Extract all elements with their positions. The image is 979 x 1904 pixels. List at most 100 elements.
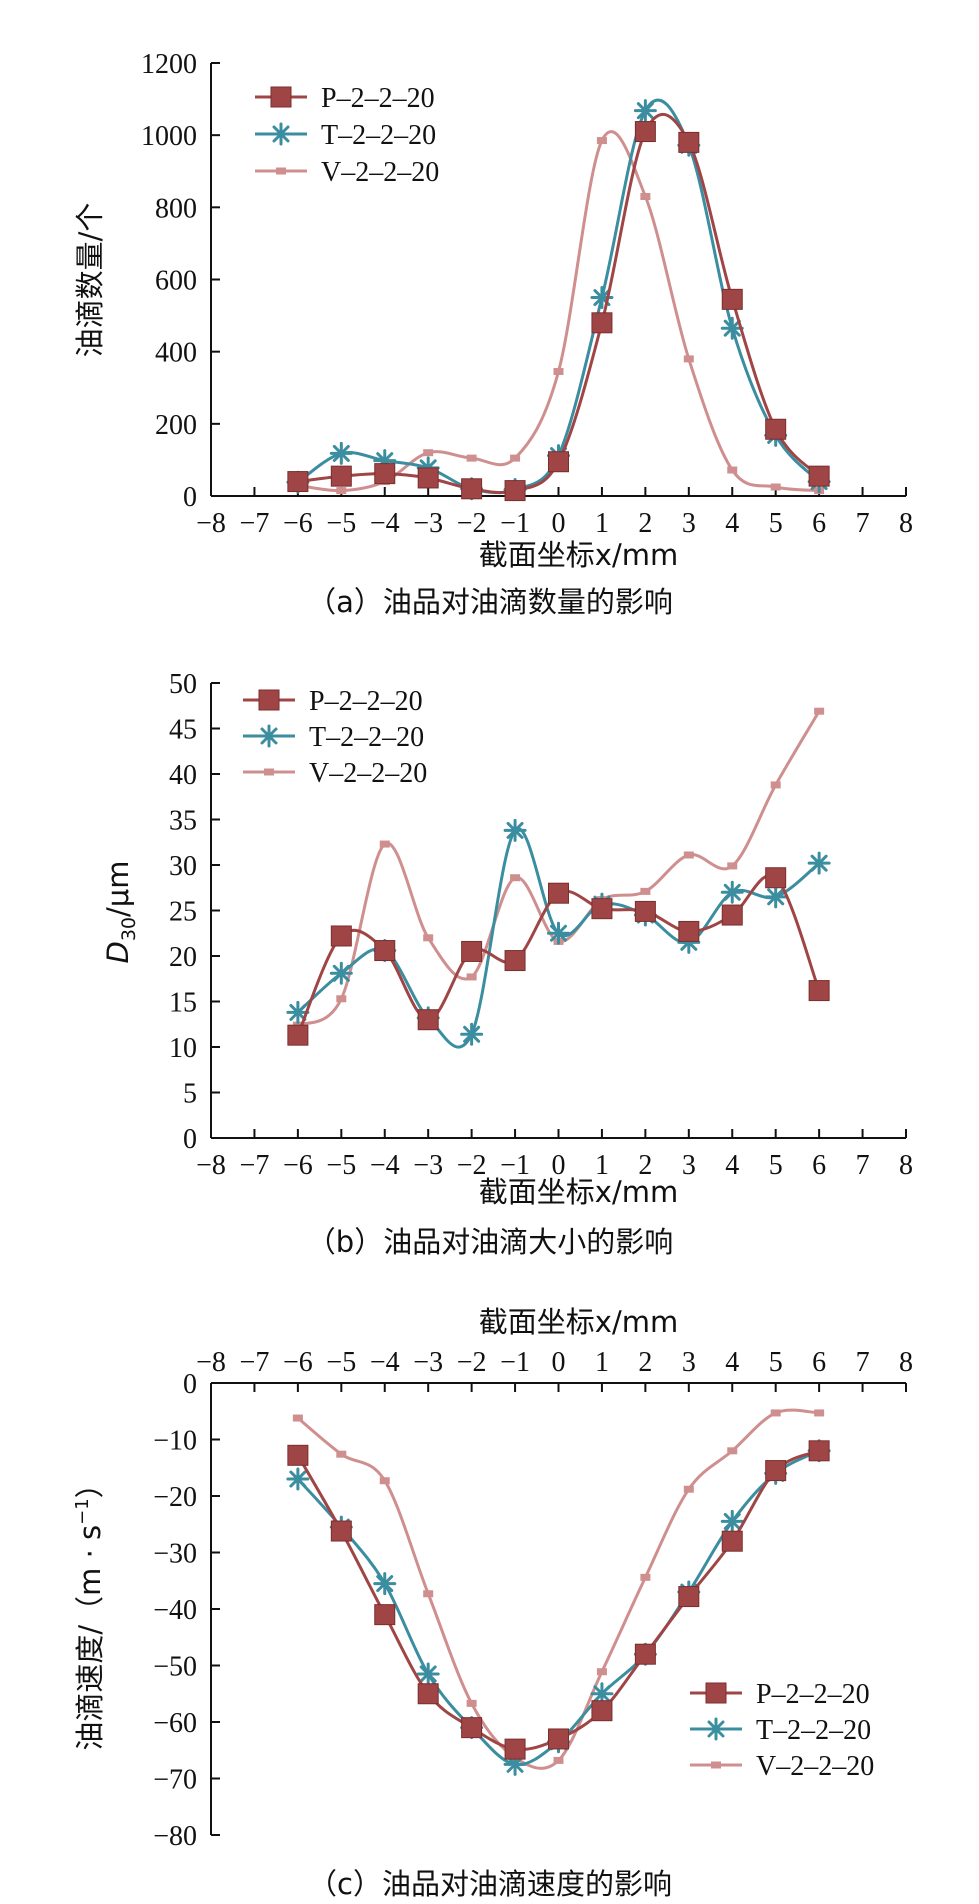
x-tick-label: 4 xyxy=(725,508,739,539)
x-tick-label: 4 xyxy=(725,1347,739,1378)
data-point-marker xyxy=(553,1756,564,1764)
data-point-marker xyxy=(770,483,781,491)
data-point-marker xyxy=(286,1000,310,1024)
legend: P–2–2–20 T–2–2–20 V–2–2–20 xyxy=(255,83,439,188)
x-tick-label: 7 xyxy=(856,508,870,539)
data-point-marker xyxy=(591,312,613,334)
x-tick-label: −5 xyxy=(326,1347,356,1378)
x-tick-label: −7 xyxy=(240,1347,270,1378)
data-point-marker xyxy=(678,131,700,153)
data-point-marker xyxy=(640,1573,651,1581)
legend-label: P–2–2–20 xyxy=(321,83,435,114)
legend-item: V–2–2–20 xyxy=(255,157,439,188)
legend-marker xyxy=(704,1717,728,1741)
legend-item: P–2–2–20 xyxy=(255,83,435,114)
y-tick-label: 35 xyxy=(169,806,197,837)
y-tick-label: 45 xyxy=(169,715,197,746)
series-small-square-3 xyxy=(292,707,825,1029)
y-axis-title: D30/μm xyxy=(101,860,140,963)
data-point-marker xyxy=(678,1586,700,1608)
data-point-marker xyxy=(808,980,830,1002)
data-point-marker xyxy=(548,1728,569,1750)
data-point-marker xyxy=(503,818,527,842)
x-axis-title: 截面坐标x/mm xyxy=(479,538,678,572)
legend-item: T–2–2–20 xyxy=(690,1715,871,1746)
data-point-marker xyxy=(287,1024,309,1046)
y-axis-title: 油滴速度/（m · s−1） xyxy=(72,1469,107,1750)
legend-item: P–2–2–20 xyxy=(690,1679,870,1710)
y-tick-label: 0 xyxy=(183,482,197,513)
data-point-marker xyxy=(591,1700,613,1722)
legend-marker xyxy=(257,724,281,748)
x-tick-label: −5 xyxy=(326,508,356,539)
legend-marker xyxy=(264,768,274,776)
series-asterisk-2 xyxy=(286,818,831,1049)
y-tick-label: 0 xyxy=(183,1369,197,1400)
y-tick-label: −60 xyxy=(153,1708,197,1739)
data-point-marker xyxy=(807,851,831,875)
legend-label: T–2–2–20 xyxy=(321,120,436,151)
y-tick-label: 1000 xyxy=(141,121,197,152)
legend-marker xyxy=(258,689,280,711)
x-tick-label: 6 xyxy=(812,508,826,539)
legend-label: T–2–2–20 xyxy=(756,1715,871,1746)
data-point-marker xyxy=(504,1738,526,1760)
data-point-marker xyxy=(720,880,744,904)
data-point-marker xyxy=(548,451,569,473)
y-axis-title: 油滴数量/个 xyxy=(73,203,107,358)
x-tick-label: −3 xyxy=(413,508,443,539)
x-tick-label: 8 xyxy=(899,1347,913,1378)
x-axis-title: 截面坐标x/mm xyxy=(479,1305,678,1339)
legend-marker xyxy=(269,122,293,146)
data-point-marker xyxy=(466,1699,477,1707)
y-tick-label: 5 xyxy=(183,1079,197,1110)
data-point-marker xyxy=(721,1530,743,1552)
x-tick-label: −4 xyxy=(370,1347,400,1378)
data-point-marker xyxy=(634,121,656,143)
data-point-marker xyxy=(634,1643,656,1665)
legend-label: P–2–2–20 xyxy=(756,1679,870,1710)
data-point-marker xyxy=(417,467,439,489)
x-tick-label: 2 xyxy=(638,508,652,539)
data-point-marker xyxy=(553,368,564,376)
x-tick-label: −4 xyxy=(370,1150,400,1181)
panel-caption: （a）油品对油滴数量的影响 xyxy=(307,585,673,619)
data-point-marker xyxy=(292,1414,303,1422)
x-tick-label: −7 xyxy=(240,1150,270,1181)
legend-item: T–2–2–20 xyxy=(255,120,436,151)
y-tick-label: 50 xyxy=(169,669,197,700)
data-point-marker xyxy=(287,471,309,493)
y-tick-label: −70 xyxy=(153,1765,197,1796)
y-tick-label: 600 xyxy=(155,266,197,297)
data-point-marker xyxy=(423,1590,434,1598)
series-asterisk-2 xyxy=(286,1439,831,1776)
data-point-marker xyxy=(765,1460,787,1482)
data-point-marker xyxy=(461,478,483,500)
data-point-marker xyxy=(720,316,744,340)
series-square-1 xyxy=(287,112,830,502)
x-tick-label: 2 xyxy=(638,1150,652,1181)
x-tick-label: −4 xyxy=(370,508,400,539)
y-tick-label: 0 xyxy=(183,1124,197,1155)
x-tick-label: 5 xyxy=(769,1150,783,1181)
data-point-marker xyxy=(423,449,434,457)
legend-label: V–2–2–20 xyxy=(309,758,427,789)
y-tick-label: 800 xyxy=(155,193,197,224)
data-point-marker xyxy=(417,1009,439,1031)
data-point-marker xyxy=(814,707,825,715)
panel-caption: （b）油品对油滴大小的影响 xyxy=(307,1225,673,1259)
legend-item: P–2–2–20 xyxy=(243,686,423,717)
legend-marker xyxy=(270,86,292,108)
data-point-marker xyxy=(683,355,694,363)
series-square-1 xyxy=(287,1440,830,1760)
data-point-marker xyxy=(417,1683,439,1705)
y-tick-label: 30 xyxy=(169,851,197,882)
legend-marker xyxy=(705,1682,727,1704)
x-tick-label: 3 xyxy=(682,508,696,539)
data-point-marker xyxy=(591,898,613,920)
legend-label: V–2–2–20 xyxy=(756,1751,874,1782)
data-point-marker xyxy=(634,900,656,922)
